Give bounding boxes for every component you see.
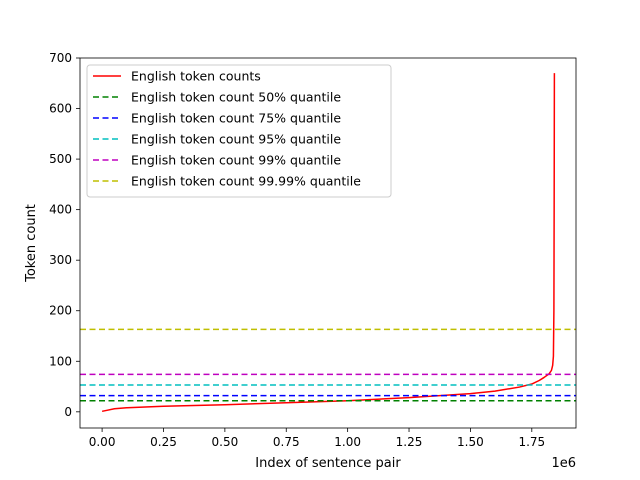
y-tick-label: 0 [64, 405, 72, 419]
x-tick-label: 0.50 [212, 435, 239, 449]
x-tick-label: 1.75 [518, 435, 545, 449]
y-tick-label: 200 [49, 304, 72, 318]
plot-area [80, 73, 576, 413]
y-tick-label: 100 [49, 354, 72, 368]
legend-label: English token count 95% quantile [131, 132, 341, 147]
legend-box [86, 64, 392, 198]
token-counts-line [101, 73, 556, 413]
legend-label: English token count 50% quantile [131, 90, 341, 105]
legend-label: English token count 75% quantile [131, 111, 341, 126]
y-tick-label: 400 [49, 203, 72, 217]
plot-frame [79, 57, 577, 429]
x-tick-label: 0.00 [89, 435, 116, 449]
y-axis-label: Token count [24, 204, 39, 283]
x-tick-label: 1.25 [396, 435, 423, 449]
legend-label: English token count 99% quantile [131, 153, 341, 168]
x-tick-label: 0.75 [273, 435, 300, 449]
x-axis-label: Index of sentence pair [255, 456, 401, 471]
y-tick-label: 600 [49, 102, 72, 116]
x-tick-label: 0.25 [150, 435, 177, 449]
y-tick-label: 500 [49, 152, 72, 166]
legend-label: English token counts [131, 69, 261, 84]
legend: English token counts English token count … [86, 64, 392, 198]
x-tick-label: 1.00 [334, 435, 361, 449]
y-tick-label: 300 [49, 253, 72, 267]
y-tick-label: 700 [49, 51, 72, 65]
x-offset-label: 1e6 [551, 456, 576, 471]
legend-label: English token count 99.99% quantile [131, 174, 361, 189]
x-tick-label: 1.50 [457, 435, 484, 449]
